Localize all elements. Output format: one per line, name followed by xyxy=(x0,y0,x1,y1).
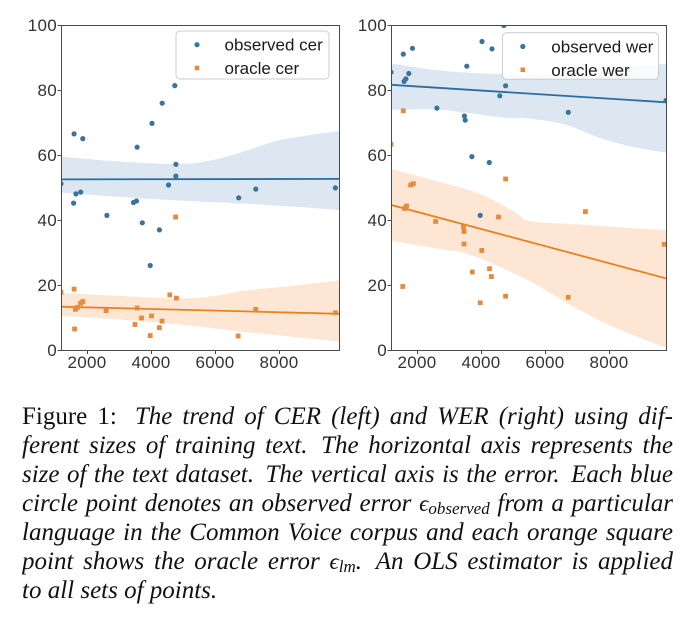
svg-text:20: 20 xyxy=(367,276,387,295)
svg-text:6000: 6000 xyxy=(195,353,234,372)
svg-text:100: 100 xyxy=(358,16,387,35)
svg-text:observed cer: observed cer xyxy=(225,36,324,55)
svg-text:6000: 6000 xyxy=(525,353,564,372)
svg-text:8000: 8000 xyxy=(259,353,298,372)
svg-text:60: 60 xyxy=(37,146,57,165)
svg-text:oracle wer: oracle wer xyxy=(551,61,630,80)
svg-text:8000: 8000 xyxy=(589,353,628,372)
svg-text:4000: 4000 xyxy=(461,353,500,372)
svg-text:40: 40 xyxy=(37,211,57,230)
svg-text:60: 60 xyxy=(367,146,387,165)
svg-text:80: 80 xyxy=(367,81,387,100)
svg-text:100: 100 xyxy=(28,16,57,35)
svg-text:2000: 2000 xyxy=(397,353,436,372)
svg-text:0: 0 xyxy=(377,341,387,360)
svg-text:40: 40 xyxy=(367,211,387,230)
svg-text:oracle cer: oracle cer xyxy=(225,59,300,78)
svg-text:2000: 2000 xyxy=(67,353,106,372)
svg-text:20: 20 xyxy=(37,276,57,295)
svg-text:4000: 4000 xyxy=(131,353,170,372)
svg-text:80: 80 xyxy=(37,81,57,100)
svg-text:observed wer: observed wer xyxy=(551,38,653,57)
svg-text:0: 0 xyxy=(47,341,57,360)
